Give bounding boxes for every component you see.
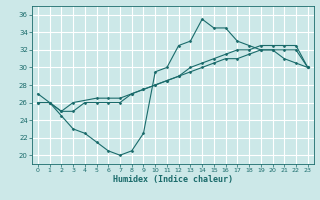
X-axis label: Humidex (Indice chaleur): Humidex (Indice chaleur) <box>113 175 233 184</box>
